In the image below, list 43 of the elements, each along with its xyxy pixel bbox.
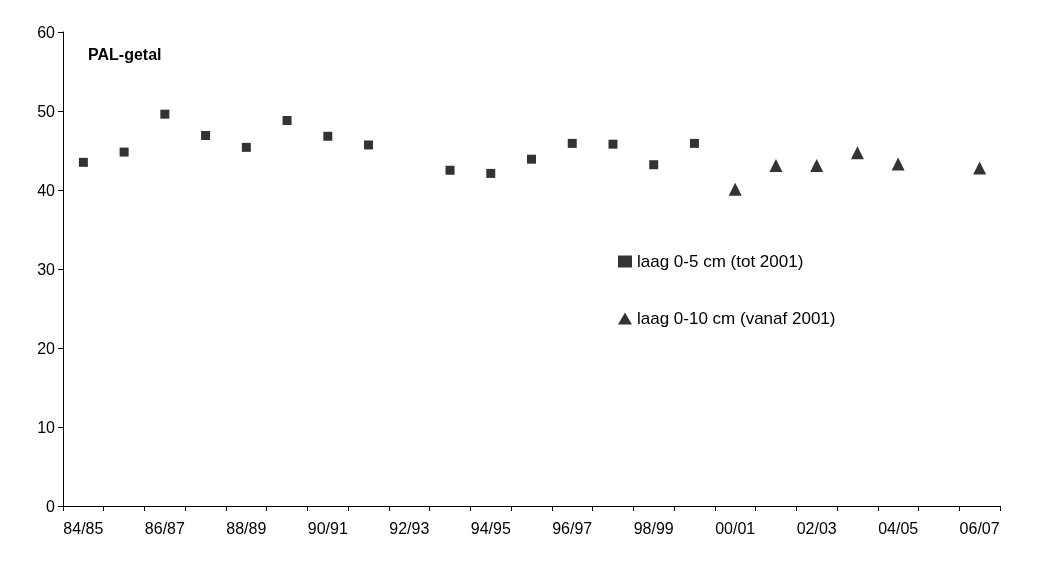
x-tick-label: 86/87 [144, 519, 185, 537]
point [201, 130, 211, 140]
point [364, 140, 374, 150]
point [850, 146, 864, 160]
x-tick-label: 04/05 [878, 519, 919, 537]
point [608, 139, 618, 149]
point [567, 138, 577, 148]
x-tick-label: 92/93 [389, 519, 430, 537]
legend-label: laag 0-5 cm (tot 2001) [637, 252, 804, 271]
legend-label: laag 0-10 cm (vanaf 2001) [637, 309, 836, 328]
y-tick-label: 60 [37, 23, 56, 41]
x-tick-label: 96/97 [552, 519, 593, 537]
x-tick-label: 98/99 [633, 519, 674, 537]
point [282, 115, 292, 125]
x-tick-label: 94/95 [470, 519, 511, 537]
point [689, 138, 699, 148]
y-tick-label: 40 [37, 181, 56, 199]
point [527, 154, 536, 164]
y-axis-title: PAL-getal [88, 45, 162, 63]
point [891, 157, 905, 171]
x-tick-label: 00/01 [715, 519, 756, 537]
point [160, 109, 170, 119]
point [241, 142, 251, 152]
point [119, 147, 129, 157]
y-tick-label: 10 [37, 418, 56, 436]
point [445, 165, 455, 175]
point [486, 168, 496, 178]
point [649, 160, 659, 170]
y-tick-label: 30 [37, 260, 56, 278]
x-tick-label: 84/85 [63, 519, 104, 537]
x-tick-label: 06/07 [959, 519, 1000, 537]
y-tick-label: 50 [37, 102, 56, 120]
x-tick-label: 88/89 [226, 519, 267, 537]
y-tick-label: 20 [37, 339, 56, 357]
point [728, 182, 742, 196]
x-tick-label: 90/91 [307, 519, 348, 537]
point [973, 161, 987, 175]
point [78, 157, 88, 167]
point [810, 159, 824, 173]
y-tick-label: 0 [46, 497, 56, 515]
point [769, 159, 783, 173]
x-tick-label: 02/03 [796, 519, 837, 537]
point [323, 131, 333, 141]
